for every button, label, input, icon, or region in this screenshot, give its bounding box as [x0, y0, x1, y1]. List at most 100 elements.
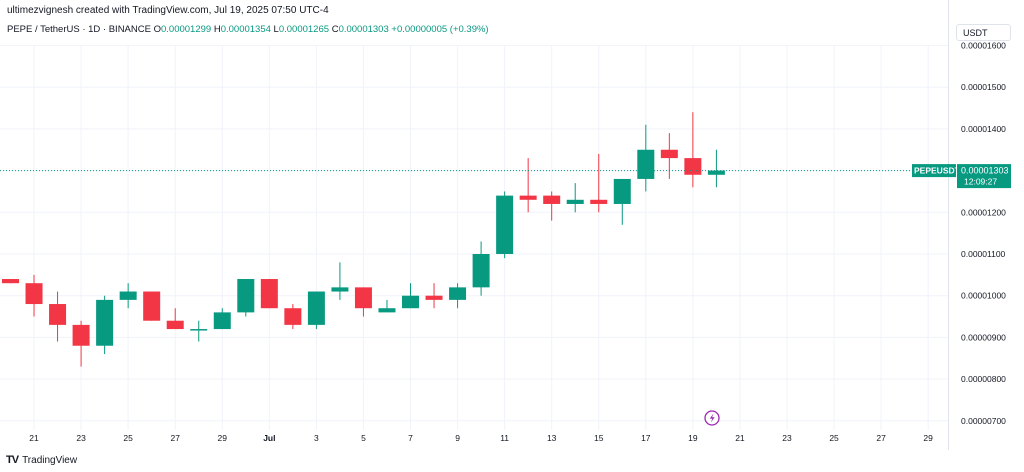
- candle-body: [566, 199, 584, 204]
- candle[interactable]: [119, 283, 137, 309]
- candle[interactable]: [378, 299, 396, 313]
- y-axis-labels: 0.000016000.000015000.000014000.00001300…: [961, 41, 1006, 426]
- last-price-tag: PEPEUSDT 0.00001303 12:09:27: [912, 164, 1011, 189]
- low-label: L: [273, 24, 279, 35]
- candle-body: [143, 291, 161, 321]
- x-tick-label: 25: [123, 433, 133, 443]
- candle[interactable]: [25, 274, 43, 317]
- tradingview-logo-icon: TV: [6, 454, 19, 466]
- footer-branding[interactable]: TV TradingView: [6, 454, 77, 466]
- candle[interactable]: [637, 124, 655, 192]
- candle-body: [119, 291, 137, 300]
- x-tick-label: 17: [641, 433, 651, 443]
- close-label: C: [331, 24, 339, 35]
- candle[interactable]: [590, 153, 608, 213]
- x-tick-label: 13: [547, 433, 557, 443]
- candle-body: [213, 312, 231, 330]
- candle[interactable]: [613, 178, 631, 225]
- candle-body: [425, 295, 443, 300]
- candle[interactable]: [72, 320, 90, 367]
- x-tick-label: 11: [500, 433, 509, 443]
- candle[interactable]: [307, 291, 325, 330]
- currency-selector[interactable]: USDT: [956, 24, 1011, 41]
- y-tick-label: 0.00001100: [961, 249, 1006, 259]
- candle[interactable]: [660, 133, 678, 179]
- candle-body: [190, 329, 208, 331]
- candle[interactable]: [143, 291, 161, 321]
- open-label: O: [153, 24, 161, 35]
- candle[interactable]: [331, 262, 349, 300]
- candle[interactable]: [190, 320, 208, 342]
- candle-body: [260, 279, 278, 309]
- low-value: 0.00001265: [278, 24, 330, 35]
- x-tick-label: 25: [829, 433, 839, 443]
- y-tick-label: 0.00000900: [961, 332, 1006, 342]
- candle-body: [378, 308, 396, 313]
- tradingview-brand: TradingView: [22, 454, 78, 466]
- candle-body: [2, 279, 19, 284]
- candle[interactable]: [566, 183, 584, 213]
- x-tick-label: 21: [29, 433, 39, 443]
- x-tick-label: 23: [782, 433, 792, 443]
- y-tick-label: 0.00001200: [961, 207, 1006, 217]
- candle-body: [237, 279, 255, 313]
- candle[interactable]: [543, 191, 561, 221]
- y-tick-label: 0.00000700: [961, 416, 1006, 426]
- candle[interactable]: [284, 304, 302, 330]
- x-tick-label: 3: [314, 433, 319, 443]
- x-tick-label: 7: [408, 433, 413, 443]
- candle[interactable]: [707, 149, 725, 188]
- candle[interactable]: [354, 287, 372, 317]
- candle[interactable]: [96, 295, 114, 355]
- candle[interactable]: [166, 308, 184, 330]
- candle[interactable]: [519, 158, 537, 213]
- candle[interactable]: [2, 279, 19, 284]
- x-tick-label: 9: [455, 433, 460, 443]
- high-label: H: [213, 24, 221, 35]
- candle-body: [449, 287, 467, 300]
- candle-body: [543, 195, 561, 204]
- x-tick-label: 29: [923, 433, 933, 443]
- candle[interactable]: [496, 191, 514, 259]
- candle-body: [331, 287, 349, 292]
- candle-body: [307, 291, 325, 325]
- candle-body: [72, 324, 90, 346]
- open-value: 0.00001299: [160, 24, 212, 35]
- candles-layer: [2, 112, 725, 367]
- candle[interactable]: [213, 308, 231, 330]
- x-tick-label: 29: [218, 433, 228, 443]
- high-value: 0.00001354: [220, 24, 271, 35]
- candle[interactable]: [684, 112, 702, 188]
- candle[interactable]: [402, 283, 420, 309]
- x-tick-label: 15: [594, 433, 604, 443]
- candle[interactable]: [449, 283, 467, 309]
- close-value: 0.00001303: [338, 24, 389, 35]
- price-tag-symbol: PEPEUSDT: [914, 166, 961, 176]
- y-tick-label: 0.00001400: [961, 124, 1006, 134]
- chart-grid: [0, 0, 949, 450]
- candle[interactable]: [49, 291, 67, 342]
- candle-body: [707, 170, 725, 175]
- candle[interactable]: [425, 283, 443, 309]
- x-tick-label: 21: [735, 433, 745, 443]
- lightning-event-icon[interactable]: [704, 410, 720, 426]
- candle-body: [402, 295, 420, 309]
- change-value: +0.00000005 (+0.39%): [391, 24, 489, 35]
- x-tick-label: 27: [170, 433, 180, 443]
- candle-body: [519, 195, 537, 200]
- price-tag-symbol-bg: [912, 164, 956, 178]
- candle-body: [637, 149, 655, 179]
- candle[interactable]: [237, 279, 255, 317]
- candle[interactable]: [260, 279, 278, 309]
- price-tag-value: 0.00001303: [961, 166, 1009, 176]
- candle-body: [472, 254, 490, 288]
- y-tick-label: 0.00000800: [961, 374, 1006, 384]
- candle-body: [613, 178, 631, 204]
- x-tick-label: 5: [361, 433, 366, 443]
- candle-body: [354, 287, 372, 309]
- x-tick-label: 27: [876, 433, 886, 443]
- candle[interactable]: [472, 241, 490, 296]
- candle-body: [284, 308, 302, 325]
- symbol-line[interactable]: PEPE / TetherUS · 1D · BINANCE: [7, 24, 151, 35]
